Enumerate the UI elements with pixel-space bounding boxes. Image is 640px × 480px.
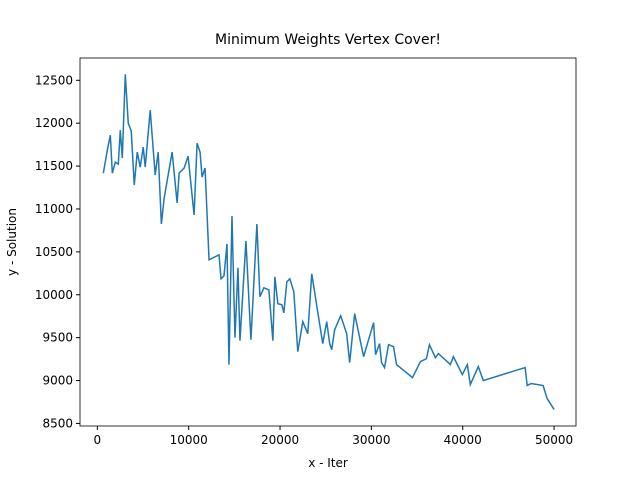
y-tick-label: 12000 (35, 116, 73, 130)
x-tick-label: 30000 (352, 433, 390, 447)
y-axis-label: y - Solution (5, 208, 19, 276)
x-tick-label: 10000 (170, 433, 208, 447)
y-tick-label: 12500 (35, 73, 73, 87)
y-tick-label: 11500 (35, 159, 73, 173)
y-tick-label: 9500 (42, 331, 73, 345)
y-tick-label: 8500 (42, 416, 73, 430)
x-axis-label: x - Iter (308, 456, 348, 470)
y-tick-label: 11000 (35, 202, 73, 216)
x-tick-label: 0 (94, 433, 102, 447)
line (102, 74, 555, 410)
y-tick-label: 10000 (35, 288, 73, 302)
x-tick-label: 20000 (261, 433, 299, 447)
chart-title: Minimum Weights Vertex Cover! (215, 32, 441, 48)
plot-frame (79, 57, 577, 427)
x-tick-label: 50000 (535, 433, 573, 447)
y-tick-label: 10500 (35, 245, 73, 259)
y-tick-label: 9000 (42, 374, 73, 388)
x-tick-label: 40000 (444, 433, 482, 447)
